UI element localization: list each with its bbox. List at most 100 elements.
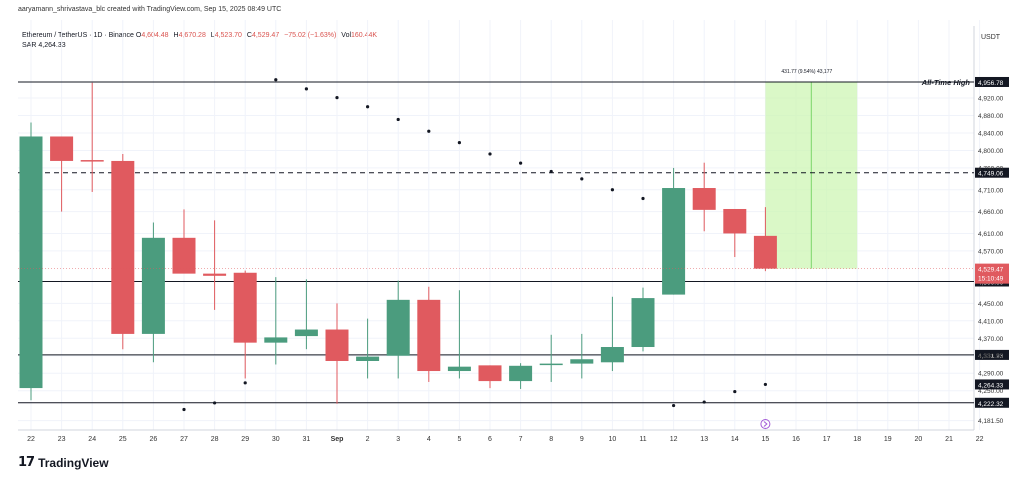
sar-dot [396, 117, 400, 122]
x-tick-label: 22 [976, 436, 984, 443]
x-tick-label: 11 [639, 436, 646, 443]
candle-body [723, 208, 747, 234]
candle-body [417, 299, 441, 372]
y-tick-label: 4,710.00 [978, 187, 1004, 194]
price-marker-countdown: 15:10:49 [978, 276, 1004, 283]
y-tick-label: 4,181.50 [978, 418, 1004, 425]
x-tick-label: 7 [519, 436, 523, 443]
y-tick-label: 4,410.00 [978, 318, 1004, 325]
candle-body [294, 329, 318, 337]
x-tick-label: 6 [488, 436, 492, 443]
level-price-tag [975, 397, 1009, 408]
y-tick-label: 4,800.00 [978, 148, 1004, 155]
sar-dot [733, 389, 737, 394]
candle-body [172, 237, 196, 274]
tradingview-logo: 17 TradingView [18, 455, 109, 470]
y-tick-label: 4,570.00 [978, 248, 1004, 255]
candle-body [753, 235, 777, 269]
sar-dot [335, 96, 339, 100]
open-label: O [135, 32, 142, 39]
x-tick-label: Sep [331, 436, 344, 443]
price-marker-tag [975, 263, 1009, 284]
chart-header: aaryamann_shrivastava_blc created with T… [18, 6, 281, 13]
y-tick-label: 4,610.00 [978, 231, 1004, 238]
candle-body [447, 366, 471, 372]
candle-body [203, 273, 227, 276]
candle-body [539, 363, 563, 366]
tradingview-logo-icon: 17 [18, 455, 35, 470]
y-tick-label: 4,290.00 [978, 371, 1004, 378]
sar-dot [243, 381, 247, 385]
candle-body [264, 337, 288, 343]
candle-body [233, 272, 257, 343]
x-tick-label: 15 [762, 436, 770, 443]
y-tick-label: 4,370.00 [978, 336, 1004, 343]
x-tick-label: 13 [700, 436, 708, 443]
level-annotation: All-Time High [921, 78, 971, 87]
price-marker-label: 4,529.47 [978, 267, 1004, 274]
y-tick-label: 4,330.00 [978, 353, 1004, 360]
x-tick-label: 25 [119, 436, 127, 443]
x-tick-label: 22 [27, 436, 35, 443]
x-tick-label: 19 [884, 436, 892, 443]
candle-body [600, 347, 624, 363]
low-label: L [210, 32, 215, 39]
y-tick-label: 4,760.00 [978, 165, 1004, 172]
candle-body [356, 356, 380, 361]
tradingview-logo-text: TradingView [38, 455, 109, 470]
x-tick-label: 14 [731, 436, 739, 443]
candle-body [80, 160, 104, 162]
x-tick-label: 16 [792, 436, 800, 443]
sar-dot [366, 105, 370, 109]
close-label: C [246, 32, 252, 39]
x-tick-label: 27 [180, 436, 188, 443]
sar-label: SAR [22, 42, 37, 49]
y-tick-label: 4,450.00 [978, 301, 1004, 308]
sar-dot [672, 403, 676, 408]
level-price-tag [975, 76, 1009, 87]
projection-label: 431.77 (9.54%) 43,177 [781, 69, 832, 75]
sar-dot [580, 177, 584, 181]
x-tick-label: 28 [211, 436, 219, 443]
sar-dot [610, 188, 615, 192]
sar-legend[interactable]: SAR 4,264.33 [22, 42, 66, 49]
y-tick-label: 4,880.00 [978, 113, 1004, 120]
high-value: 4,670.28 [178, 32, 206, 39]
candle-body [692, 188, 716, 210]
y-tick-label: 4,920.00 [978, 96, 1004, 103]
sar-dot [641, 196, 645, 201]
level-price-label: 4,749.06 [978, 171, 1004, 178]
volume-value: 160.44K [351, 32, 378, 39]
level-price-tag [975, 349, 1009, 360]
sar-dot [274, 78, 278, 82]
candle-body [50, 136, 74, 161]
change-value: −75.02 (−1.63%) [284, 32, 337, 39]
level-price-label: 4,956.78 [978, 80, 1004, 87]
candle-body [631, 298, 655, 348]
sar-dot [304, 87, 308, 91]
sar-dot [519, 161, 523, 165]
candle-body [662, 188, 686, 295]
event-marker-glyph [763, 421, 768, 427]
candle-body [325, 329, 349, 361]
y-tick-label: 4,660.00 [978, 209, 1004, 216]
x-tick-label: 4 [427, 436, 431, 443]
sar-dot [182, 407, 186, 412]
symbol-name[interactable]: Ethereum / TetherUS · 1D · Binance [22, 32, 134, 39]
level-price-label: 4,222.32 [978, 401, 1004, 408]
x-tick-label: 18 [853, 436, 861, 443]
currency-label[interactable]: USDT [981, 34, 1001, 41]
x-tick-label: 23 [58, 436, 66, 443]
sar-dot [213, 401, 217, 405]
close-value: 4,529.47 [251, 32, 280, 39]
x-tick-label: 5 [457, 436, 461, 443]
candle-body [478, 365, 502, 382]
x-tick-label: 24 [88, 436, 96, 443]
sar-dot [549, 169, 553, 174]
sar-dot [457, 140, 461, 145]
open-value: 4,604.48 [141, 32, 169, 39]
level-price-tag [975, 167, 1009, 178]
x-tick-label: 21 [945, 436, 953, 443]
credit-text: aaryamann_shrivastava_blc created with T… [18, 6, 282, 13]
